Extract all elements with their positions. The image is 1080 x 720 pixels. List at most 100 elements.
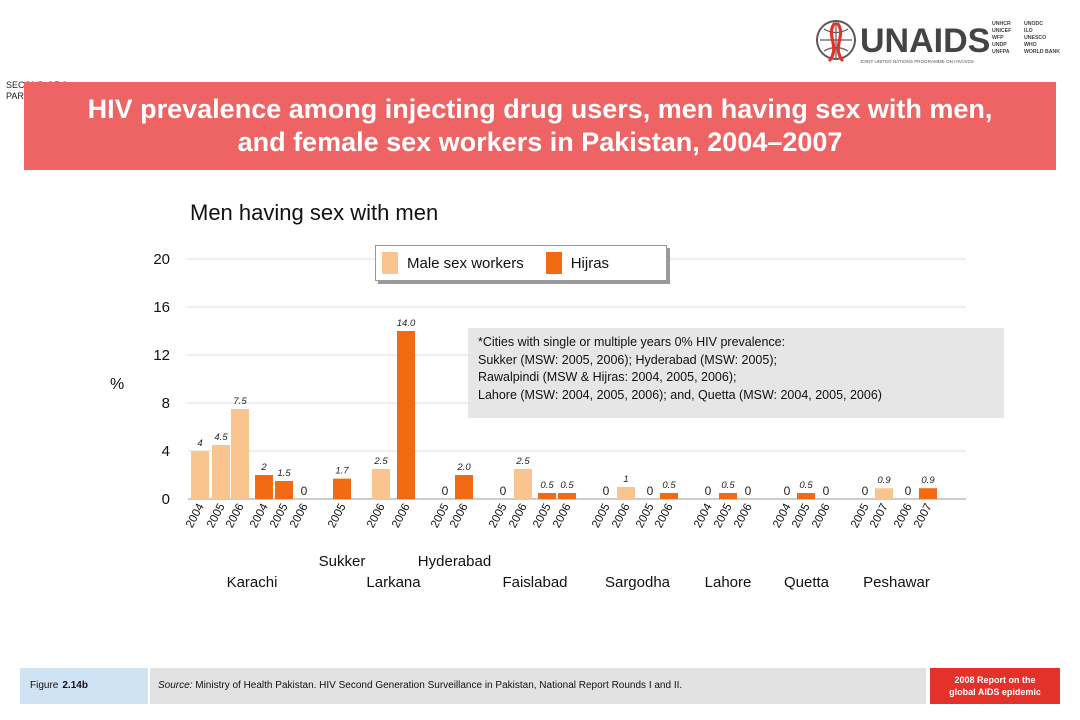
bar <box>538 493 556 499</box>
year-tick-label: 2006 <box>365 502 388 530</box>
note-line: Rawalpindi (MSW & Hijras: 2004, 2005, 20… <box>478 370 737 384</box>
note-heading: *Cities with single or multiple years 0%… <box>478 335 786 349</box>
y-tick-label: 16 <box>153 299 170 316</box>
cosponsor-list: UNHCR UNICEF WFP UNDP UNFPA UNODC ILO UN… <box>992 21 1060 55</box>
bar-value-label: 4.5 <box>214 432 228 443</box>
bar-chart: 0 4 8 12 16 20% 4 2004 4.5 2005 7.5 2006 2 2004 1.5 200… <box>110 251 966 591</box>
bar <box>875 488 893 499</box>
city-label: Faislabad <box>502 574 567 591</box>
year-tick-label: 2005 <box>712 502 735 530</box>
bar <box>255 475 273 499</box>
bar-value-label: 0 <box>705 484 712 498</box>
y-tick-label: 20 <box>153 251 170 268</box>
bar-value-label: 0.9 <box>921 475 935 486</box>
bar-value-label: 0 <box>603 484 610 498</box>
year-tick-label: 2006 <box>810 502 833 530</box>
y-tick-label: 0 <box>162 491 170 508</box>
page-title: HIV prevalence among injecting drug user… <box>87 94 993 157</box>
bar-value-label: 0.5 <box>560 480 574 491</box>
bar <box>333 478 351 499</box>
bar <box>514 469 532 499</box>
logo-tagline: JOINT UNITED NATIONS PROGRAMME ON HIV/AI… <box>860 59 974 64</box>
svg-text:UNDP: UNDP <box>992 42 1007 48</box>
bar-value-label: 2.0 <box>456 462 471 473</box>
footer-bar: Figure 2.14b Source: Ministry of Health P… <box>20 668 1060 704</box>
bar <box>275 481 293 499</box>
year-tick-label: 2005 <box>590 502 613 530</box>
year-tick-label: 2004 <box>248 501 271 530</box>
y-axis-label: % <box>110 376 124 393</box>
year-tick-label: 2005 <box>487 502 510 530</box>
svg-text:UNESCO: UNESCO <box>1024 35 1046 41</box>
bar-value-label: 0.9 <box>877 475 891 486</box>
year-tick-label: 2005 <box>531 502 554 530</box>
year-tick-label: 2006 <box>288 502 311 530</box>
bar <box>719 493 737 499</box>
bar-value-label: 2.5 <box>515 456 530 467</box>
city-label: Karachi <box>227 574 278 591</box>
legend-swatch-hijras <box>545 252 562 274</box>
bar-value-label: 2 <box>260 462 267 473</box>
city-label: Larkana <box>366 574 421 591</box>
year-tick-label: 2005 <box>268 502 291 530</box>
bar-value-label: 2.5 <box>373 456 388 467</box>
zero-prevalence-note: *Cities with single or multiple years 0%… <box>468 328 1004 418</box>
logo-text: UNAIDS <box>860 22 990 60</box>
source-box: Source: Ministry of Health Pakistan. HIV… <box>150 668 926 704</box>
bar-value-label: 0 <box>862 484 869 498</box>
year-tick-label: 2007 <box>868 502 891 530</box>
bar-value-label: 1.5 <box>277 468 291 479</box>
figure-number: 2.14b <box>62 680 88 691</box>
bar-value-label: 1 <box>623 474 628 485</box>
bar <box>212 445 230 499</box>
title-banner: HIV prevalence among injecting drug user… <box>24 82 1056 170</box>
y-tick-label: 8 <box>162 395 170 412</box>
year-tick-label: 2006 <box>610 502 633 530</box>
source-label: Source: <box>158 680 193 691</box>
note-line: Lahore (MSW: 2004, 2005, 2006); and, Que… <box>478 387 882 402</box>
unaids-logo: UNAIDS JOINT UNITED NATIONS PROGRAMME ON… <box>816 20 1060 64</box>
svg-text:WHO: WHO <box>1024 42 1037 48</box>
note-line: Sukker (MSW: 2005, 2006); Hyderabad (MSW… <box>478 352 777 367</box>
svg-text:WFP: WFP <box>992 35 1004 41</box>
bar-value-label: 0.5 <box>799 480 813 491</box>
bar <box>919 488 937 499</box>
chart-legend: Male sex workers Hijras <box>375 245 667 281</box>
year-tick-label: 2005 <box>849 502 872 530</box>
city-label: Quetta <box>784 574 830 591</box>
year-tick-label: 2005 <box>790 502 813 530</box>
bar-value-label: 7.5 <box>233 396 247 407</box>
bar <box>372 469 390 499</box>
bar-value-label: 0.5 <box>540 480 554 491</box>
svg-text:UNFPA: UNFPA <box>992 49 1010 55</box>
year-tick-label: 2005 <box>326 502 349 530</box>
year-tick-label: 2005 <box>634 502 657 530</box>
year-tick-label: 2006 <box>551 502 574 530</box>
source-text: Ministry of Health Pakistan. HIV Second … <box>195 680 683 691</box>
svg-text:UNHCR: UNHCR <box>992 21 1011 27</box>
legend-item-male-sex-workers: Male sex workers <box>382 252 524 274</box>
year-tick-label: 2005 <box>205 502 228 530</box>
bar-value-label: 0 <box>905 484 912 498</box>
bar <box>191 451 209 499</box>
bar <box>797 493 815 499</box>
city-label: Hyderabad <box>418 553 491 570</box>
city-label: Sargodha <box>605 574 671 591</box>
figure-label: Figure <box>30 680 59 691</box>
figure-label-box: Figure 2.14b <box>20 668 148 704</box>
bar-value-label: 0 <box>745 484 752 498</box>
year-tick-label: 2004 <box>692 501 715 530</box>
year-tick-label: 2006 <box>448 502 471 530</box>
legend-label-hijras: Hijras <box>570 254 610 272</box>
legend-item-hijras: Hijras <box>545 252 610 274</box>
bar <box>397 331 415 499</box>
legend-swatch-msw <box>382 252 398 274</box>
year-tick-label: 2006 <box>653 502 676 530</box>
svg-text:ILO: ILO <box>1024 28 1033 34</box>
bar <box>558 493 576 499</box>
y-tick-label: 12 <box>153 347 170 364</box>
bar-value-label: 0.5 <box>662 480 676 491</box>
report-line: global AIDS epidemic <box>949 687 1041 697</box>
bar-value-label: 0 <box>500 484 507 498</box>
city-label: Peshawar <box>863 574 930 591</box>
